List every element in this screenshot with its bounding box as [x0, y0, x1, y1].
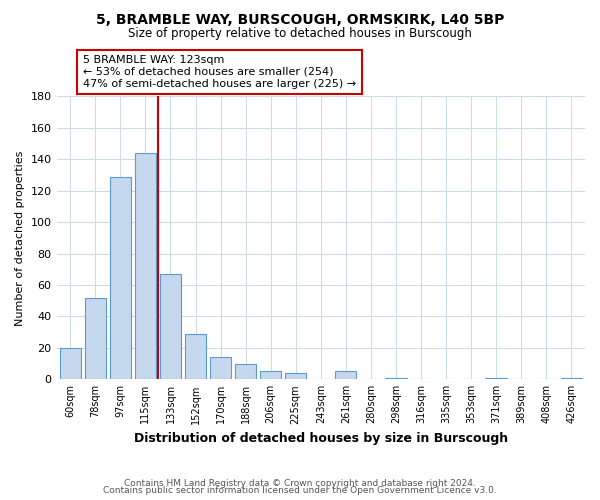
Bar	[235, 364, 256, 380]
Bar	[285, 373, 307, 380]
Bar	[210, 358, 231, 380]
Bar	[385, 378, 407, 380]
Bar	[110, 176, 131, 380]
Text: Size of property relative to detached houses in Burscough: Size of property relative to detached ho…	[128, 28, 472, 40]
Text: 5, BRAMBLE WAY, BURSCOUGH, ORMSKIRK, L40 5BP: 5, BRAMBLE WAY, BURSCOUGH, ORMSKIRK, L40…	[96, 12, 504, 26]
Text: Contains HM Land Registry data © Crown copyright and database right 2024.: Contains HM Land Registry data © Crown c…	[124, 478, 476, 488]
Bar	[59, 348, 81, 380]
X-axis label: Distribution of detached houses by size in Burscough: Distribution of detached houses by size …	[134, 432, 508, 445]
Bar	[185, 334, 206, 380]
Bar	[485, 378, 507, 380]
Bar	[135, 153, 156, 380]
Y-axis label: Number of detached properties: Number of detached properties	[15, 150, 25, 326]
Bar	[260, 372, 281, 380]
Bar	[560, 378, 582, 380]
Bar	[85, 298, 106, 380]
Bar	[335, 372, 356, 380]
Text: Contains public sector information licensed under the Open Government Licence v3: Contains public sector information licen…	[103, 486, 497, 495]
Bar	[160, 274, 181, 380]
Text: 5 BRAMBLE WAY: 123sqm
← 53% of detached houses are smaller (254)
47% of semi-det: 5 BRAMBLE WAY: 123sqm ← 53% of detached …	[83, 56, 356, 88]
